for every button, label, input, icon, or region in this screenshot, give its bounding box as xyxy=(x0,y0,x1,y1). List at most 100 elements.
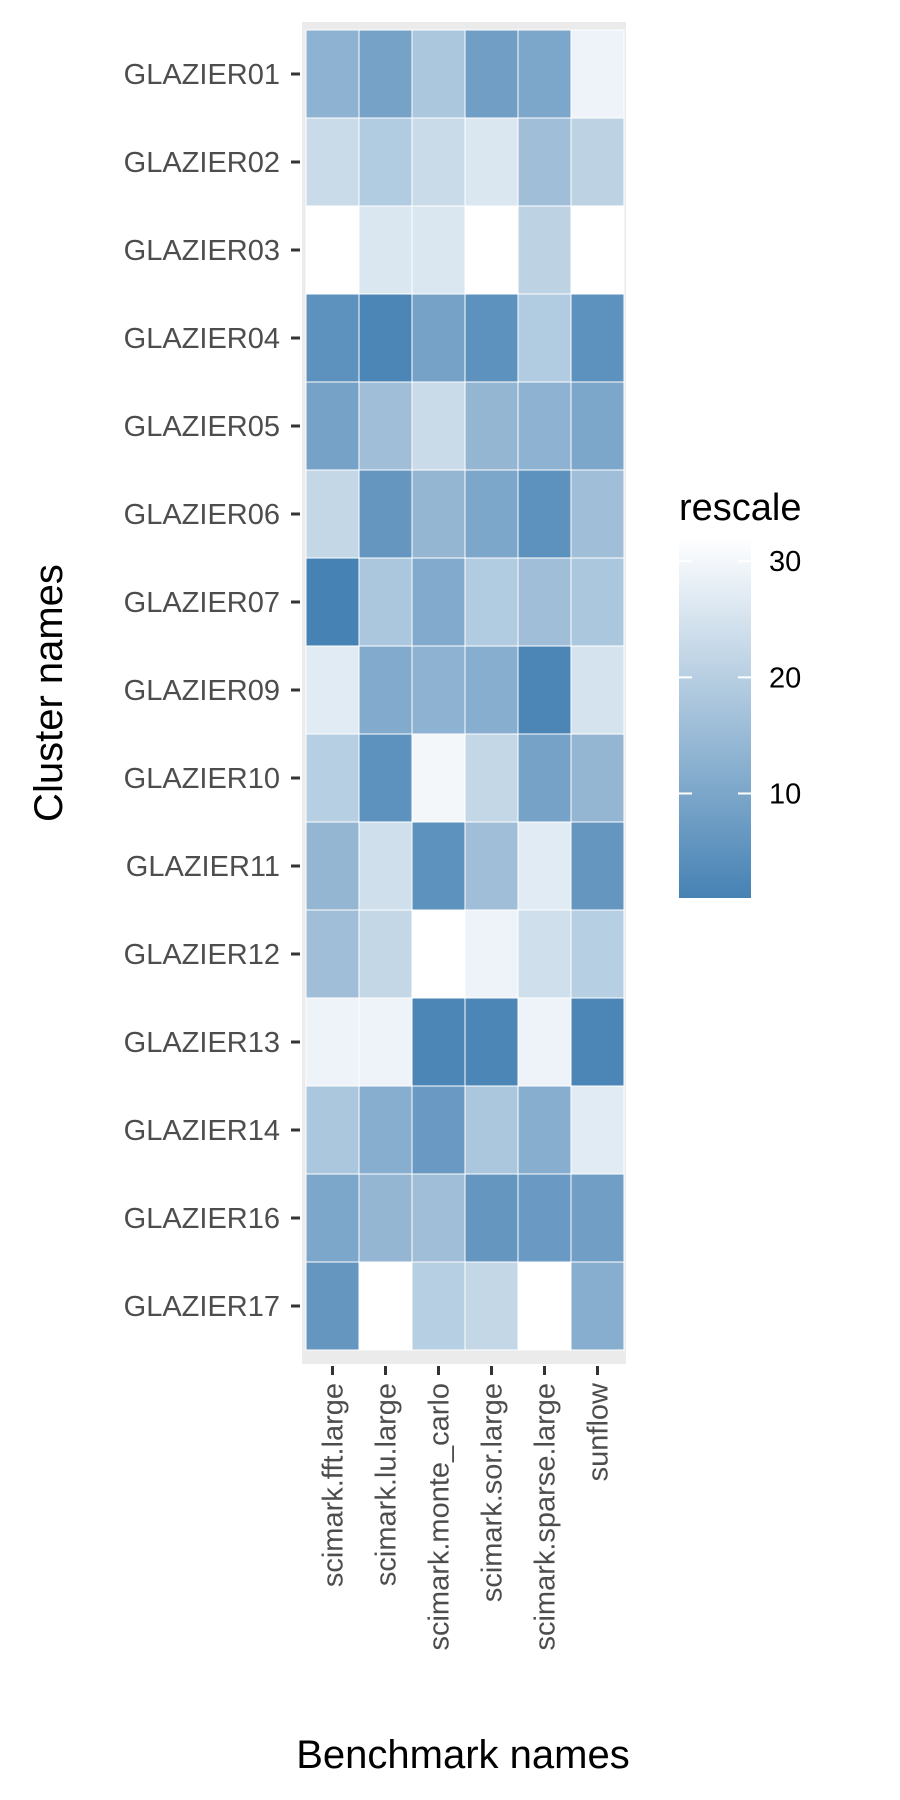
heatmap-cell xyxy=(358,821,413,911)
x-axis-ticks xyxy=(331,1366,599,1375)
x-tick-label: scimark.lu.large xyxy=(371,1383,403,1586)
heatmap-cell xyxy=(570,1173,625,1263)
heatmap-cell xyxy=(570,733,625,823)
heatmap-cell xyxy=(517,645,572,735)
heatmap-cell xyxy=(411,1173,466,1263)
x-axis-tick-labels: scimark.fft.large scimark.lu.large scimark… xyxy=(318,1382,615,1651)
heatmap-cell xyxy=(464,557,519,647)
heatmap-cell xyxy=(570,1085,625,1175)
heatmap-cell xyxy=(517,1261,572,1351)
heatmap-cell xyxy=(464,909,519,999)
heatmap-cell xyxy=(411,909,466,999)
heatmap-cell xyxy=(570,29,625,119)
heatmap-cell xyxy=(464,205,519,295)
heatmap-cell xyxy=(305,1261,360,1351)
y-tick-label: GLAZIER04 xyxy=(124,323,280,355)
heatmap-cell xyxy=(305,381,360,471)
heatmap-cell xyxy=(464,1261,519,1351)
heatmap-cell xyxy=(464,293,519,383)
heatmap-cell xyxy=(517,733,572,823)
heatmap-cell xyxy=(517,557,572,647)
heatmap-cell xyxy=(358,909,413,999)
x-tick-label: sunflow xyxy=(583,1382,615,1481)
heatmap-cell xyxy=(358,469,413,559)
heatmap-cell xyxy=(411,469,466,559)
heatmap-cells xyxy=(305,29,625,1351)
heatmap-cell xyxy=(464,469,519,559)
heatmap-cell xyxy=(517,1173,572,1263)
heatmap-cell xyxy=(517,117,572,207)
heatmap-cell xyxy=(411,997,466,1087)
y-tick-label: GLAZIER03 xyxy=(124,235,280,267)
legend-colorbar xyxy=(679,538,751,898)
heatmap-cell xyxy=(570,1261,625,1351)
heatmap-cell xyxy=(305,557,360,647)
legend-tick-label: 10 xyxy=(769,778,801,810)
heatmap-cell xyxy=(464,117,519,207)
x-tick-label: scimark.fft.large xyxy=(318,1383,350,1587)
heatmap-cell xyxy=(517,29,572,119)
heatmap-cell xyxy=(464,821,519,911)
heatmap-cell xyxy=(517,909,572,999)
heatmap-cell xyxy=(305,29,360,119)
heatmap-cell xyxy=(358,645,413,735)
heatmap-cell xyxy=(358,997,413,1087)
heatmap-cell xyxy=(517,469,572,559)
heatmap-cell xyxy=(411,205,466,295)
heatmap-cell xyxy=(411,117,466,207)
heatmap-cell xyxy=(358,205,413,295)
heatmap-cell xyxy=(464,29,519,119)
y-tick-label: GLAZIER14 xyxy=(124,1115,280,1147)
y-tick-label: GLAZIER10 xyxy=(124,763,280,795)
y-tick-label: GLAZIER12 xyxy=(124,939,280,971)
heatmap-cell xyxy=(464,1085,519,1175)
y-tick-label: GLAZIER16 xyxy=(124,1203,280,1235)
heatmap-cell xyxy=(570,645,625,735)
x-tick-label: scimark.sor.large xyxy=(477,1383,509,1602)
heatmap-cell xyxy=(358,1085,413,1175)
heatmap-cell xyxy=(358,381,413,471)
heatmap-cell xyxy=(570,469,625,559)
x-tick-label: scimark.monte_carlo xyxy=(424,1383,456,1651)
heatmap-cell xyxy=(411,293,466,383)
heatmap-cell xyxy=(517,1085,572,1175)
heatmap-cell xyxy=(358,117,413,207)
heatmap-cell xyxy=(570,293,625,383)
heatmap-cell xyxy=(358,293,413,383)
heatmap-cell xyxy=(570,909,625,999)
y-tick-label: GLAZIER01 xyxy=(124,59,280,91)
legend-tick-label: 30 xyxy=(769,546,801,578)
heatmap-cell xyxy=(570,117,625,207)
y-tick-label: GLAZIER11 xyxy=(126,851,280,883)
y-tick-label: GLAZIER09 xyxy=(124,675,280,707)
heatmap-cell xyxy=(358,29,413,119)
y-tick-label: GLAZIER06 xyxy=(124,499,280,531)
heatmap-cell xyxy=(411,1085,466,1175)
x-axis-title: Benchmark names xyxy=(296,1733,629,1777)
y-tick-label: GLAZIER13 xyxy=(124,1027,280,1059)
heatmap-cell xyxy=(305,293,360,383)
heatmap-cell xyxy=(464,381,519,471)
heatmap-cell xyxy=(305,117,360,207)
heatmap-cell xyxy=(411,381,466,471)
heatmap-cell xyxy=(517,997,572,1087)
heatmap-cell xyxy=(411,645,466,735)
heatmap-cell xyxy=(517,821,572,911)
heatmap-cell xyxy=(464,645,519,735)
y-axis-ticks xyxy=(291,72,300,1308)
y-tick-label: GLAZIER02 xyxy=(124,147,280,179)
legend: rescale 10 20 30 xyxy=(679,487,802,898)
heatmap-cell xyxy=(517,381,572,471)
heatmap-cell xyxy=(305,733,360,823)
heatmap-cell xyxy=(305,469,360,559)
heatmap-cell xyxy=(358,1261,413,1351)
heatmap-cell xyxy=(305,205,360,295)
heatmap-cell xyxy=(570,381,625,471)
heatmap-cell xyxy=(358,1173,413,1263)
heatmap-cell xyxy=(517,205,572,295)
heatmap-cell xyxy=(570,205,625,295)
heatmap-cell xyxy=(570,997,625,1087)
heatmap-cell xyxy=(570,557,625,647)
y-tick-label: GLAZIER07 xyxy=(124,587,280,619)
